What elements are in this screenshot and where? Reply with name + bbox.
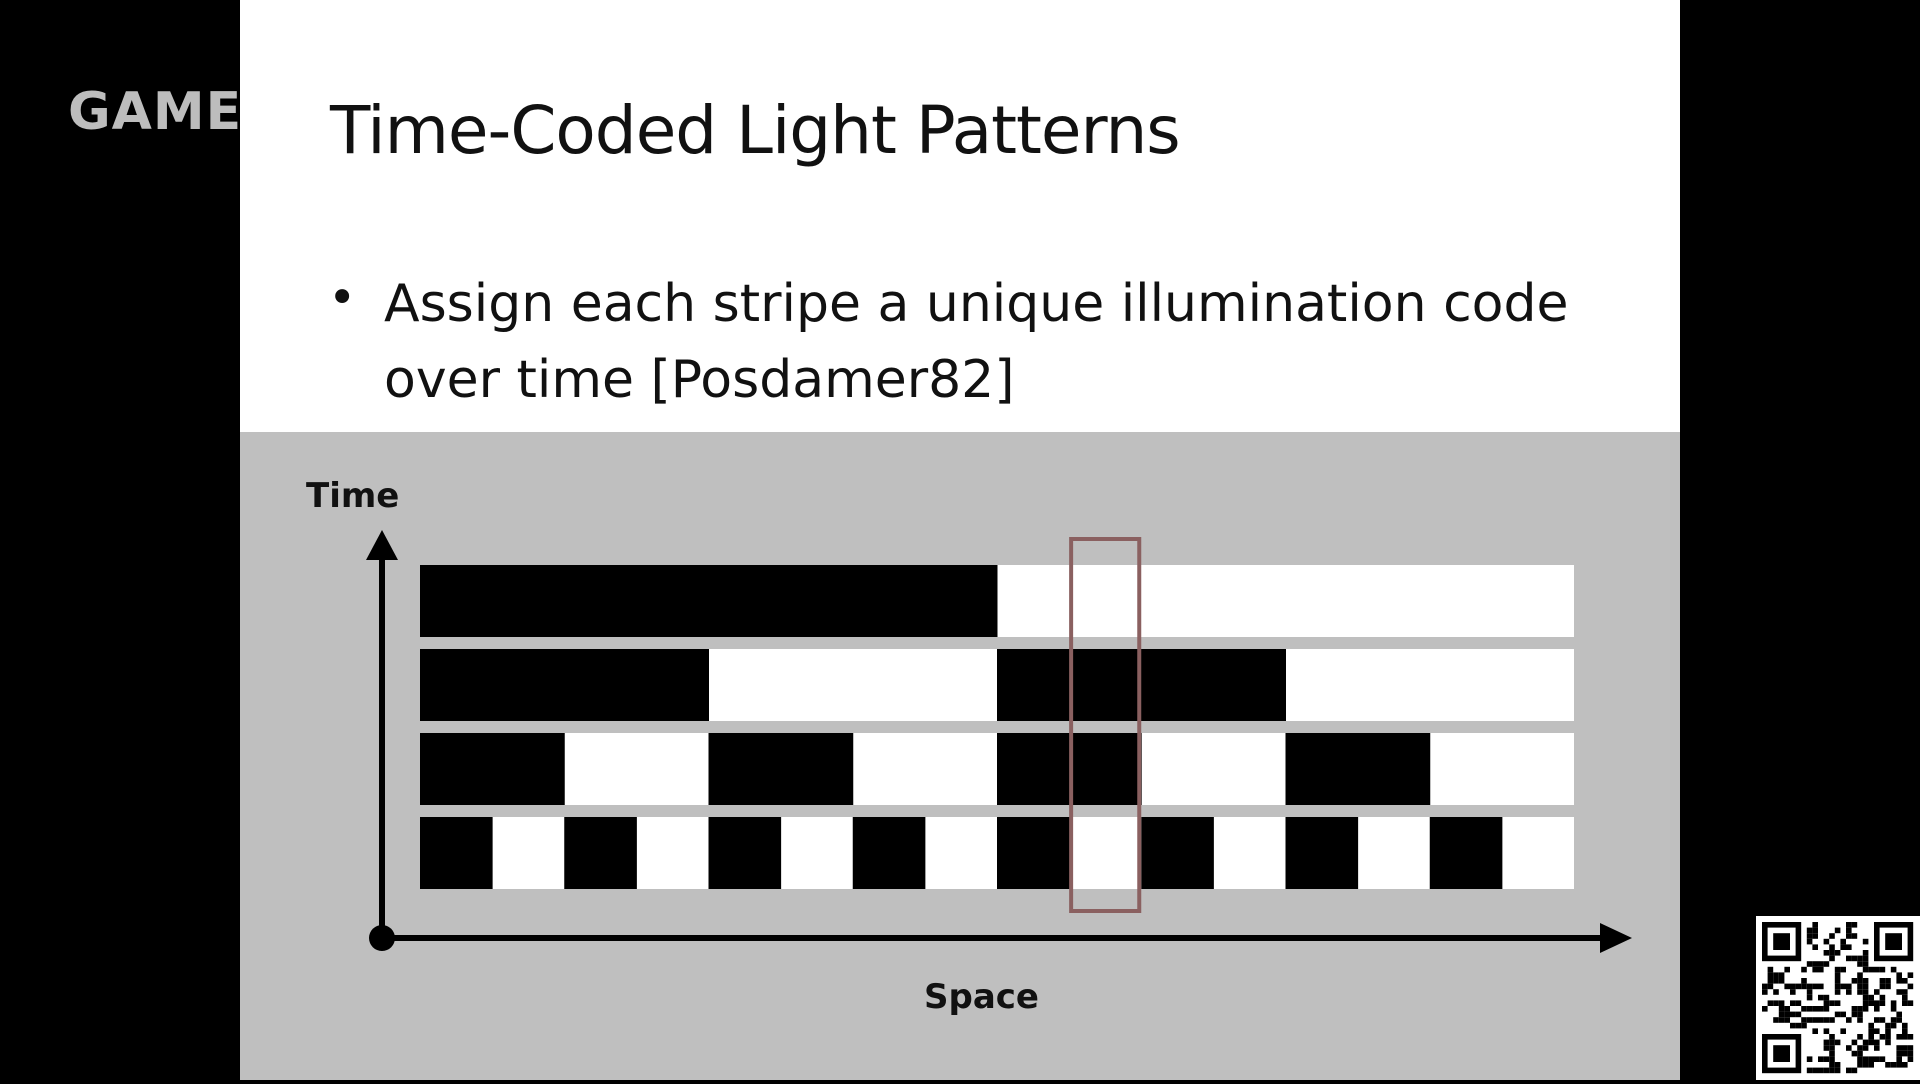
stripe-r2-c10 <box>1069 649 1142 721</box>
stripe-r1-c5 <box>708 565 782 637</box>
presentation-slide: Time-Coded Light Patterns • Assign each … <box>240 0 1680 1080</box>
pattern-diagram <box>366 530 1632 953</box>
stripe-r2-c9 <box>997 649 1070 721</box>
stripe-r3-c2 <box>492 733 565 805</box>
origin-dot <box>369 925 395 951</box>
qr-code-icon <box>1762 922 1914 1074</box>
stripe-r4-c3 <box>564 817 637 889</box>
stripe-r3-c9 <box>997 733 1070 805</box>
stripe-r4-c13 <box>1285 817 1359 889</box>
qr-code <box>1756 916 1920 1080</box>
stripe-r3-c10 <box>1069 733 1142 805</box>
stripe-r3-c5 <box>708 733 782 805</box>
bullet-dot-icon: • <box>328 270 357 326</box>
stripe-r3-c1 <box>420 733 493 805</box>
x-axis-label: Space <box>924 977 1039 1017</box>
stripe-r1-c8 <box>924 565 998 637</box>
x-axis-arrow-icon <box>1600 923 1632 953</box>
stripe-r1-c7 <box>852 565 926 637</box>
time-coded-pattern-figure: Time Space <box>240 432 1680 1080</box>
stripe-r2-c4 <box>636 649 709 721</box>
stripe-r1-c4 <box>636 565 709 637</box>
stripe-r1-c6 <box>780 565 854 637</box>
y-axis-arrow-icon <box>366 530 398 560</box>
stripe-r3-c14 <box>1357 733 1431 805</box>
stripe-r4-c15 <box>1429 817 1503 889</box>
bullet-text: Assign each stripe a unique illumination… <box>384 274 1569 410</box>
y-axis-label: Time <box>306 476 400 516</box>
stripe-r4-c7 <box>852 817 926 889</box>
stripe-r2-c11 <box>1141 649 1214 721</box>
stripe-r2-c12 <box>1213 649 1286 721</box>
stripe-r1-c2 <box>492 565 565 637</box>
stripe-r4-c9 <box>997 817 1070 889</box>
stripe-r4-c5 <box>708 817 782 889</box>
stripe-r4-c11 <box>1141 817 1214 889</box>
stripe-r2-c2 <box>492 649 565 721</box>
stripe-r3-c6 <box>780 733 854 805</box>
highlight-stripe-box <box>1069 537 1142 913</box>
stripe-r4-c1 <box>420 817 493 889</box>
slide-title: Time-Coded Light Patterns <box>330 92 1181 169</box>
stripe-r2-c1 <box>420 649 493 721</box>
stripe-r1-c3 <box>564 565 637 637</box>
stripe-r3-c13 <box>1285 733 1359 805</box>
stripe-r2-c3 <box>564 649 637 721</box>
stripe-r1-c1 <box>420 565 493 637</box>
